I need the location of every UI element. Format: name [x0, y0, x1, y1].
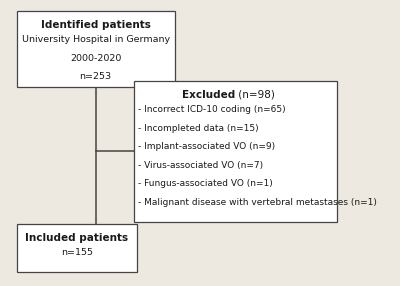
FancyBboxPatch shape [134, 81, 336, 222]
Text: Excluded: Excluded [182, 90, 235, 100]
Text: - Malignant disease with vertebral metastases (n=1): - Malignant disease with vertebral metas… [138, 198, 376, 207]
Text: (n=98): (n=98) [235, 90, 275, 100]
Text: - Incorrect ICD-10 coding (n=65): - Incorrect ICD-10 coding (n=65) [138, 105, 285, 114]
Text: University Hospital in Germany: University Hospital in Germany [22, 35, 170, 44]
Text: - Implant-associated VO (n=9): - Implant-associated VO (n=9) [138, 142, 275, 151]
Text: Included patients: Included patients [25, 233, 128, 243]
Text: - Incompleted data (n=15): - Incompleted data (n=15) [138, 124, 258, 133]
FancyBboxPatch shape [16, 11, 175, 87]
Text: - Virus-associated VO (n=7): - Virus-associated VO (n=7) [138, 161, 263, 170]
Text: n=155: n=155 [61, 248, 93, 257]
Text: 2000-2020: 2000-2020 [70, 53, 121, 63]
Text: Identified patients: Identified patients [41, 20, 151, 30]
FancyBboxPatch shape [16, 224, 137, 272]
Text: n=253: n=253 [80, 72, 112, 81]
Text: - Fungus-associated VO (n=1): - Fungus-associated VO (n=1) [138, 179, 272, 188]
